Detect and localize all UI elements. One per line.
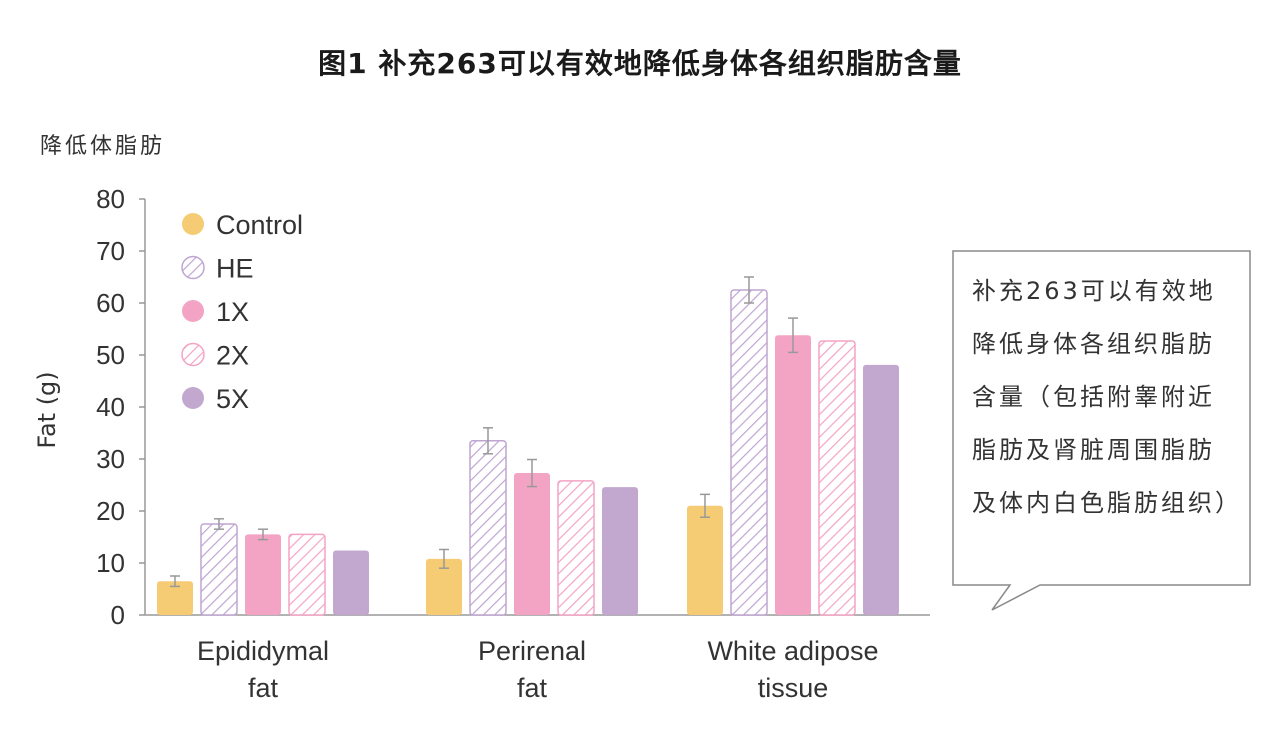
bar-5x-1 [602,487,638,615]
callout-text: 补充263可以有效地降低身体各组织脂肪含量（包括附睾附近脂肪及肾脏周围脂肪及体内… [972,277,1242,517]
y-tick-label: 80 [96,184,125,214]
y-axis-label: Fat (g) [33,371,61,448]
callout-box [952,250,1251,611]
y-tick-label: 20 [96,496,125,526]
error-bar [170,575,180,588]
x-tick-label: White adipose [707,636,878,666]
error-bar [527,458,537,488]
x-tick-label: Epididymal [197,636,329,666]
bar-he-0 [200,523,238,616]
legend-marker-5x [182,387,204,409]
legend-marker-he [181,255,205,280]
error-bar [744,276,754,304]
legend-marker-control [182,213,204,235]
error-bar [258,528,268,541]
legend-label-2x: 2X [216,341,249,371]
y-tick-label: 60 [96,288,125,318]
bar-control-2 [687,505,723,615]
bar-he-1 [469,440,507,616]
legend-label-control: Control [216,210,303,240]
legend-label-1x: 1X [216,297,249,327]
bar-he-2 [730,289,768,616]
x-tick-label: fat [517,673,548,703]
bar-control-1 [426,558,462,615]
legend-label-he: HE [216,254,254,284]
y-tick-label: 40 [96,392,125,422]
error-bar [483,427,493,455]
error-bar [788,317,798,354]
error-bar [439,548,449,569]
x-tick-label: tissue [758,673,829,703]
bar-control-0 [157,581,193,615]
bar-2x-2 [818,340,856,616]
figure-title: 图1 补充263可以有效地降低身体各组织脂肪含量 [318,47,962,80]
chart-subtitle: 降低体脂肪 [40,134,166,159]
bar-5x-0 [333,550,369,615]
bar-2x-1 [557,480,595,616]
bar-1x-2 [775,335,811,615]
legend: Control HE 1X 2X 5X [181,210,303,414]
legend-marker-1x [182,300,204,322]
bar-2x-0 [288,533,326,616]
x-tick-label: Perirenal [478,636,586,666]
y-axis: 0 10 20 30 40 50 60 70 80 [96,184,146,630]
y-tick-label: 70 [96,236,125,266]
bars [157,276,899,616]
legend-marker-2x [181,342,205,367]
legend-label-5x: 5X [216,384,249,414]
y-tick-label: 10 [96,548,125,578]
x-axis: Epididymal fat Perirenal fat White adipose ti… [145,614,930,703]
error-bar [214,518,224,530]
y-tick-label: 30 [96,444,125,474]
bar-1x-1 [514,473,550,615]
bar-5x-2 [863,364,899,615]
error-bar [700,493,710,518]
y-tick-label: 50 [96,340,125,370]
bar-1x-0 [245,534,281,615]
y-tick-label: 0 [111,600,125,630]
x-tick-label: fat [248,673,279,703]
